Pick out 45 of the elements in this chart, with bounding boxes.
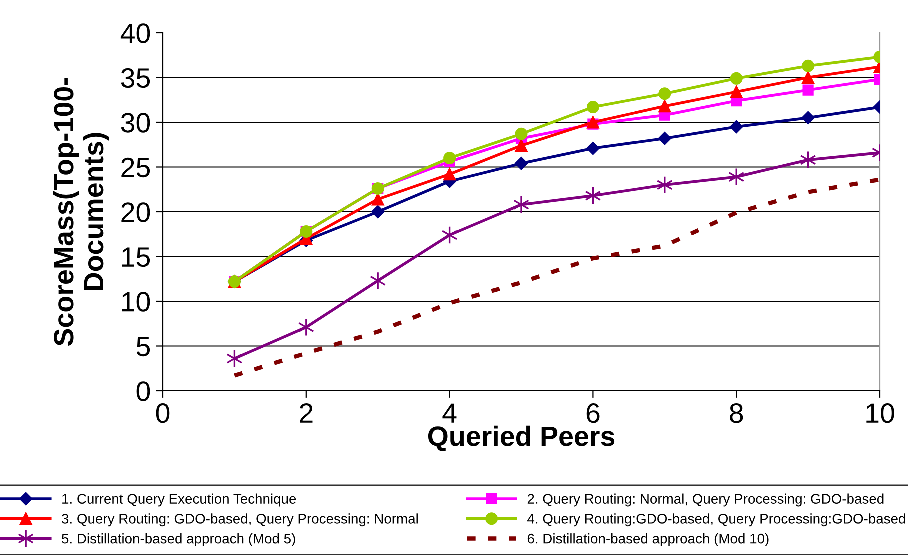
y-tick-label: 35 bbox=[121, 68, 150, 88]
x-tick-label: 6 bbox=[586, 404, 600, 424]
point bbox=[515, 140, 528, 152]
legend-label: 1. Current Query Execution Technique bbox=[62, 494, 296, 507]
point bbox=[802, 84, 814, 96]
x-tick-label: 4 bbox=[442, 404, 457, 423]
point bbox=[658, 132, 672, 146]
point bbox=[444, 168, 456, 181]
legend-label: 6. Distillation-based approach (Mod 10) bbox=[528, 534, 769, 546]
y-tick-label: 40 bbox=[120, 24, 150, 44]
y-tick-label: 5 bbox=[136, 337, 150, 357]
x-tick-label: 0 bbox=[156, 404, 170, 424]
point bbox=[802, 72, 815, 84]
legend-label: 5. Distillation-based approach (Mod 5) bbox=[62, 534, 296, 546]
point bbox=[730, 72, 743, 85]
point bbox=[444, 152, 456, 165]
point bbox=[802, 60, 815, 72]
point bbox=[730, 86, 743, 98]
y-tick-label: 0 bbox=[136, 382, 150, 402]
x-axis-title: Queried Peers bbox=[428, 426, 615, 452]
y-tick-label: 30 bbox=[121, 113, 150, 133]
y-tick-label: 15 bbox=[122, 248, 150, 268]
point bbox=[372, 205, 385, 219]
point bbox=[802, 111, 815, 125]
point bbox=[586, 101, 600, 114]
point bbox=[514, 157, 528, 170]
x-tick-label: 2 bbox=[300, 404, 313, 423]
point bbox=[658, 100, 672, 113]
y-tick-label: 20 bbox=[122, 202, 150, 222]
point bbox=[586, 142, 600, 156]
y-tick-label: 10 bbox=[122, 292, 150, 312]
y-tick-label: 25 bbox=[122, 158, 150, 178]
line-series bbox=[232, 178, 880, 378]
legend-label: 4. Query Routing:GDO-based, Query Processing:GDO-based bbox=[528, 514, 906, 527]
legend-label: 2. Query Routing: Normal, Query Processing: GDO-based bbox=[528, 494, 884, 507]
legend-label: 3. Query Routing: GDO-based, Query Processing: Normal bbox=[62, 514, 418, 527]
x-tick-label: 10 bbox=[866, 404, 894, 424]
point bbox=[586, 116, 600, 129]
x-tick-label: 8 bbox=[730, 404, 744, 424]
point bbox=[513, 196, 530, 214]
point bbox=[372, 193, 384, 206]
point bbox=[658, 88, 672, 100]
point bbox=[730, 120, 744, 134]
y-axis-title: ScoreMass(Top-100- Documents) bbox=[53, 78, 110, 346]
point bbox=[515, 128, 528, 140]
